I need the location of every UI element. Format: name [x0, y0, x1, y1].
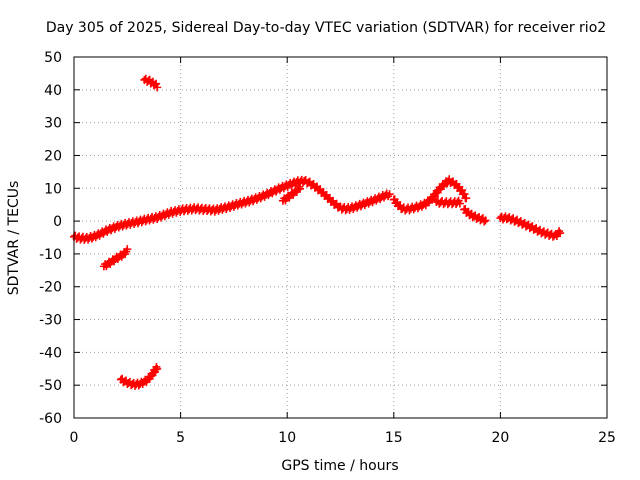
- data-point: [460, 189, 469, 198]
- tick-labels: 0 5 10 15 20 25 50 40 30 20 10 0 -10 -20 -30 -40 -50 -60: [39, 50, 616, 446]
- y-tick-label: 20: [44, 148, 62, 164]
- data-point: [123, 245, 132, 254]
- x-tick-label: 20: [491, 430, 509, 446]
- y-tick-label: -20: [39, 280, 62, 296]
- y-tick-label: 50: [44, 50, 62, 66]
- data-point: [556, 229, 565, 238]
- y-axis-label: SDTVAR / TECUs: [6, 181, 22, 296]
- x-tick-label: 25: [598, 430, 616, 446]
- x-tick-label: 15: [385, 430, 403, 446]
- series-low-branch-17h: [432, 196, 464, 209]
- y-tick-label: 0: [53, 214, 62, 230]
- data-point: [152, 79, 161, 88]
- series-dip-18-19h: [460, 205, 490, 226]
- plot-frame: [73, 56, 608, 419]
- series-rise-to-10h: [278, 182, 304, 205]
- y-tick-label: 40: [44, 83, 62, 99]
- series-outlier-43: [140, 74, 162, 92]
- data-point: [481, 216, 490, 225]
- y-tick-label: -30: [39, 313, 62, 329]
- data-point: [480, 217, 489, 226]
- data-points: [70, 74, 565, 390]
- series-late-arc: [389, 175, 471, 215]
- series-branch-49: [116, 362, 162, 390]
- series-branch-12: [99, 245, 132, 271]
- y-tick-label: -40: [39, 345, 62, 361]
- data-point: [455, 199, 464, 208]
- x-tick-label: 5: [176, 430, 185, 446]
- data-point: [153, 364, 162, 373]
- y-tick-label: 30: [44, 116, 62, 132]
- y-tick-label: 10: [44, 181, 62, 197]
- series-tail-arc: [496, 212, 565, 241]
- series-main-arc: [70, 175, 394, 244]
- y-tick-label: -50: [39, 378, 62, 394]
- data-point: [153, 83, 162, 92]
- data-point: [462, 194, 471, 203]
- x-tick-label: 0: [70, 430, 79, 446]
- chart-title: Day 305 of 2025, Sidereal Day-to-day VTE…: [46, 20, 606, 36]
- data-point: [385, 190, 394, 199]
- grid: [73, 56, 608, 419]
- x-tick-label: 10: [278, 430, 296, 446]
- data-point: [295, 184, 304, 193]
- y-tick-label: -10: [39, 247, 62, 263]
- y-tick-label: -60: [39, 411, 62, 427]
- x-axis-label: GPS time / hours: [281, 458, 398, 474]
